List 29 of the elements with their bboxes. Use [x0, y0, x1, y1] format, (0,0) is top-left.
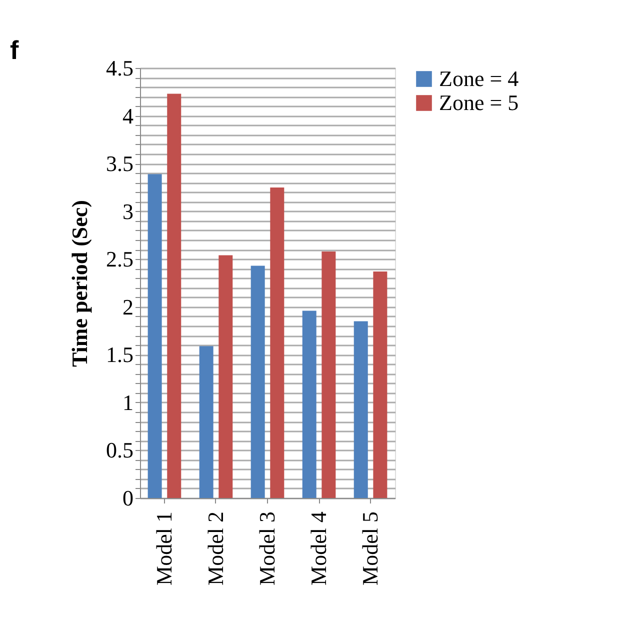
y-tick-label: 0.5: [106, 438, 134, 463]
x-tick-label: Model 5: [358, 512, 383, 586]
bar: [373, 272, 388, 498]
y-tick-label: 3.5: [106, 151, 134, 176]
bar: [270, 187, 284, 498]
bar: [218, 255, 233, 498]
x-tick-label: Model 1: [151, 512, 176, 586]
bar: [250, 266, 265, 498]
legend-label: Zone = 4: [439, 66, 519, 91]
y-tick-label: 1.5: [106, 342, 134, 368]
x-tick-label: Model 2: [202, 512, 228, 586]
x-tick-label: Model 3: [254, 512, 280, 586]
x-tick-label: Model 4: [306, 512, 332, 586]
legend-label: Zone = 5: [439, 90, 519, 115]
y-axis-title: Time period (Sec): [67, 200, 92, 368]
y-tick-label: 1: [122, 390, 134, 415]
y-tick-label: 0: [122, 486, 134, 510]
y-tick-label: 2: [122, 294, 134, 320]
text: f: [10, 35, 19, 65]
y-tick-label: 4.5: [106, 56, 134, 80]
bar: [199, 346, 214, 498]
bar: [302, 310, 316, 498]
bar: [148, 174, 162, 498]
y-tick-label: 4: [122, 103, 134, 128]
y-tick-label: 2.5: [106, 246, 134, 272]
y-tick-label: 3: [122, 198, 134, 224]
bar: [322, 251, 336, 498]
bar: [167, 94, 182, 498]
bar: [354, 321, 368, 498]
